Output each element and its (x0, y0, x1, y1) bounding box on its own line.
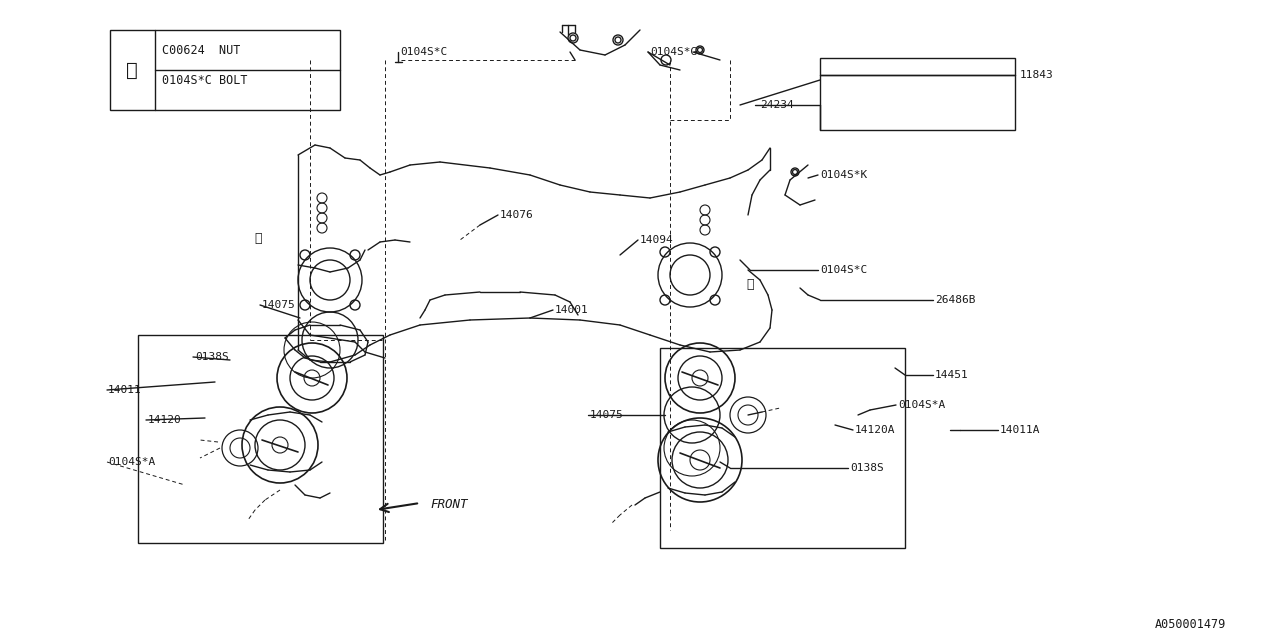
Text: 0104S*G: 0104S*G (650, 47, 698, 57)
Text: FRONT: FRONT (430, 499, 467, 511)
Text: 0104S*A: 0104S*A (108, 457, 155, 467)
Text: ①: ① (255, 232, 261, 244)
Text: 14075: 14075 (590, 410, 623, 420)
Text: 14076: 14076 (500, 210, 534, 220)
Text: 14011: 14011 (108, 385, 142, 395)
Text: 26486B: 26486B (934, 295, 975, 305)
Text: 14011A: 14011A (1000, 425, 1041, 435)
Text: 0104S*K: 0104S*K (820, 170, 868, 180)
Bar (660, 348, 905, 548)
Bar (138, 335, 383, 543)
Text: 0104S*C: 0104S*C (820, 265, 868, 275)
Text: 11843: 11843 (1020, 70, 1053, 80)
Text: ①: ① (746, 278, 754, 291)
Text: 0138S: 0138S (850, 463, 883, 473)
Text: 0138S: 0138S (195, 352, 229, 362)
Text: 24234: 24234 (760, 100, 794, 110)
Text: 14001: 14001 (556, 305, 589, 315)
Text: 14120: 14120 (148, 415, 182, 425)
Bar (820, 58, 1015, 130)
Text: ①: ① (127, 61, 138, 79)
Text: 14094: 14094 (640, 235, 673, 245)
Text: C00624  NUT: C00624 NUT (163, 44, 241, 56)
Text: A050001479: A050001479 (1155, 618, 1226, 632)
Text: 14120A: 14120A (855, 425, 896, 435)
Text: 14075: 14075 (262, 300, 296, 310)
Text: 0104S*C: 0104S*C (399, 47, 447, 57)
Text: 0104S*A: 0104S*A (899, 400, 945, 410)
Text: 14451: 14451 (934, 370, 969, 380)
Text: 0104S*C BOLT: 0104S*C BOLT (163, 74, 247, 86)
Bar (110, 30, 340, 110)
